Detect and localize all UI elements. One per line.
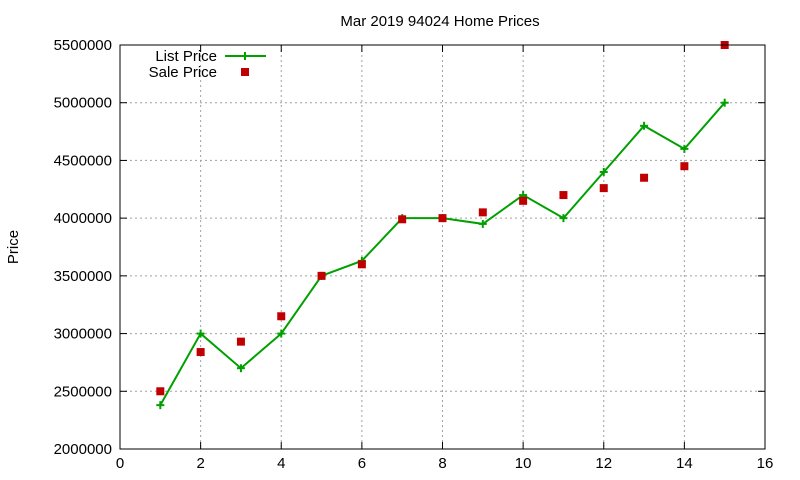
y-tick-label: 2000000 bbox=[54, 441, 112, 458]
grid-lines bbox=[120, 45, 765, 449]
chart-title: Mar 2019 94024 Home Prices bbox=[340, 13, 539, 30]
point-sale-price bbox=[559, 191, 568, 200]
series-line-list-price bbox=[159, 102, 726, 406]
point-sale-price bbox=[277, 312, 286, 321]
y-axis-label: Price bbox=[5, 230, 22, 264]
y-tick-label: 2500000 bbox=[54, 383, 112, 400]
x-tick-label: 14 bbox=[676, 455, 693, 472]
y-tick-label: 5500000 bbox=[54, 37, 112, 54]
point-sale-price bbox=[599, 184, 608, 193]
point-list-price bbox=[559, 214, 568, 223]
legend-label-list-price: List Price bbox=[155, 48, 217, 65]
point-sale-price bbox=[317, 271, 326, 280]
x-tick-label: 4 bbox=[277, 455, 285, 472]
point-sale-price bbox=[357, 260, 366, 269]
point-list-price bbox=[599, 167, 608, 176]
y-tick-label: 5000000 bbox=[54, 95, 112, 112]
point-list-price bbox=[236, 364, 245, 373]
point-sale-price bbox=[478, 208, 487, 217]
point-sale-price bbox=[438, 214, 447, 223]
point-sale-price bbox=[398, 215, 407, 224]
point-sale-price bbox=[236, 337, 245, 346]
legend-marker-list-price bbox=[241, 52, 249, 60]
x-tick-label: 2 bbox=[196, 455, 204, 472]
y-tick-label: 3000000 bbox=[54, 326, 112, 343]
x-tick-label: 10 bbox=[515, 455, 532, 472]
point-list-price bbox=[680, 144, 689, 153]
series-layer bbox=[156, 41, 729, 410]
point-list-price bbox=[196, 329, 205, 338]
legend-label-sale-price: Sale Price bbox=[149, 64, 217, 81]
legend: List Price Sale Price bbox=[149, 48, 266, 81]
plot-frame bbox=[119, 44, 766, 450]
y-tick-label: 4500000 bbox=[54, 152, 112, 169]
point-list-price bbox=[640, 121, 649, 130]
legend-plus-marker bbox=[241, 52, 249, 60]
point-sale-price bbox=[156, 387, 165, 396]
x-tick-label: 8 bbox=[438, 455, 446, 472]
point-sale-price bbox=[680, 162, 689, 171]
point-sale-price bbox=[640, 173, 649, 182]
y-tick-label: 4000000 bbox=[54, 210, 112, 227]
point-sale-price bbox=[519, 196, 528, 205]
x-tick-label: 16 bbox=[757, 455, 774, 472]
point-list-price bbox=[156, 401, 165, 410]
x-tick-label: 0 bbox=[116, 455, 124, 472]
axis-ticks: 0 2 4 6 8 10 12 14 16 2000000 2500000 3000000 350000… bbox=[54, 37, 774, 472]
point-list-price bbox=[720, 98, 729, 107]
point-list-price bbox=[478, 219, 487, 228]
legend-marker-sale-price bbox=[241, 68, 249, 76]
point-sale-price bbox=[196, 348, 205, 357]
point-list-price bbox=[277, 329, 286, 338]
x-tick-label: 12 bbox=[595, 455, 612, 472]
y-tick-label: 3500000 bbox=[54, 268, 112, 285]
x-tick-label: 6 bbox=[358, 455, 366, 472]
